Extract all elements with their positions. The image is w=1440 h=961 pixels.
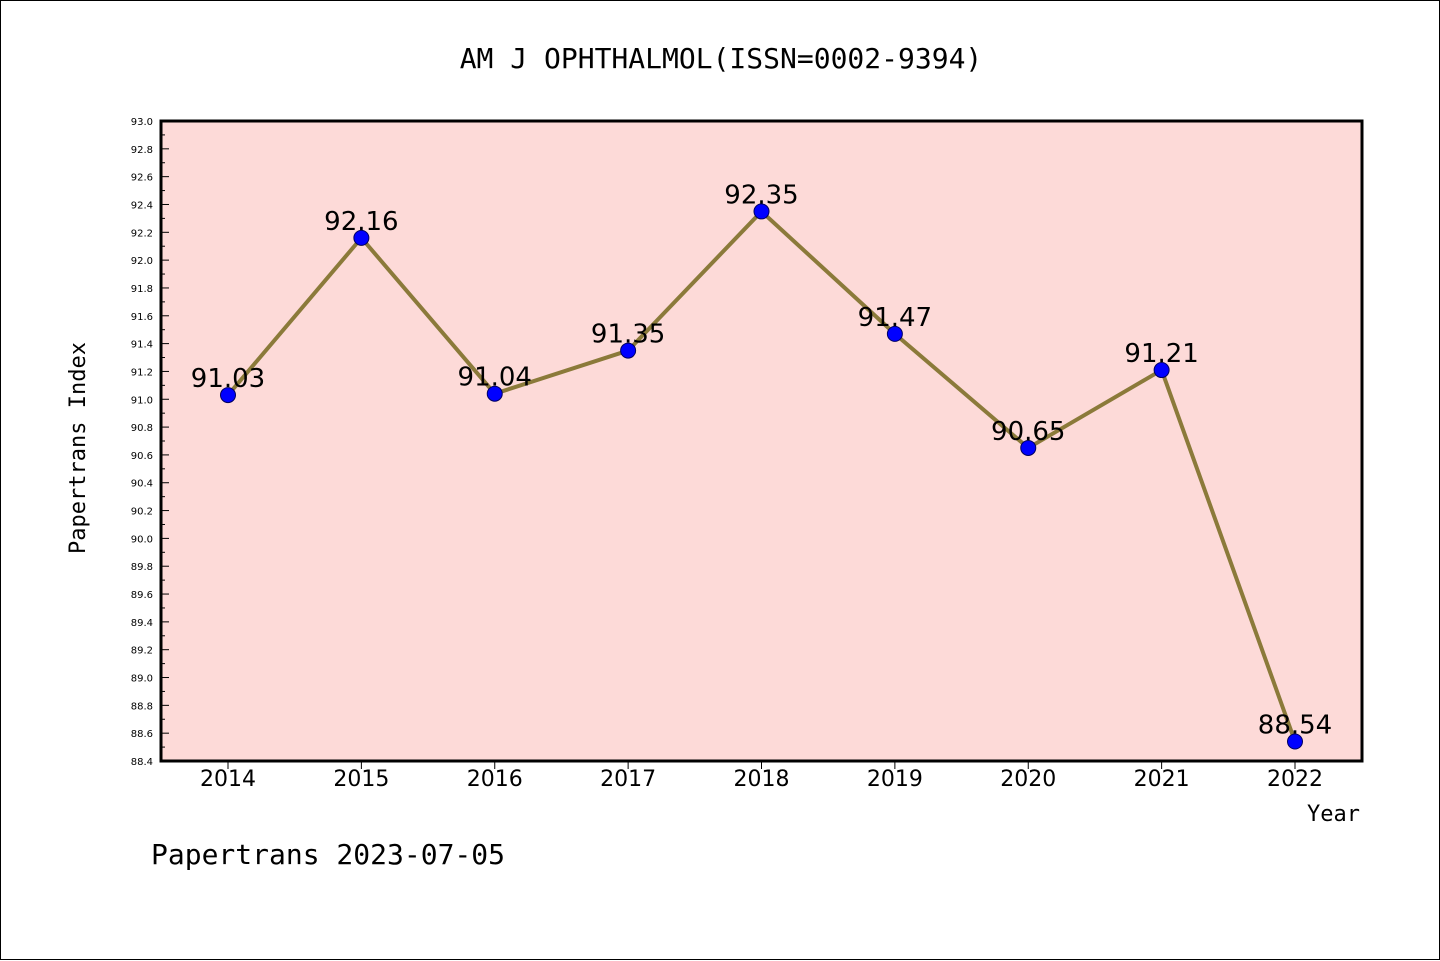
data-point-2014 xyxy=(220,387,236,404)
y-tick-label: 92.0 xyxy=(131,256,153,267)
data-label-2022: 88.54 xyxy=(1258,711,1332,741)
y-tick-label: 92.2 xyxy=(131,228,153,239)
y-tick-label: 92.4 xyxy=(131,200,153,211)
x-axis-title: Year xyxy=(1307,802,1360,827)
y-tick-label: 89.8 xyxy=(131,562,153,573)
x-tick-label: 2015 xyxy=(333,767,389,792)
y-tick-label: 89.6 xyxy=(131,590,153,601)
y-tick-label: 88.6 xyxy=(131,729,153,740)
x-tick-label: 2020 xyxy=(1000,767,1056,792)
y-tick-label: 91.6 xyxy=(131,312,153,323)
y-tick-label: 90.6 xyxy=(131,451,153,462)
data-point-2020 xyxy=(1020,439,1037,456)
data-label-2018: 92.35 xyxy=(724,180,798,210)
y-axis: 88.4 88.6 88.8 89.0 89.2 89.4 89.6 89.8 90.0 90.2… xyxy=(131,117,169,768)
x-tick-label: 2018 xyxy=(734,767,790,792)
x-tick-label: 2017 xyxy=(600,767,656,792)
y-tick-label: 88.8 xyxy=(131,701,153,712)
x-axis: 2014 2015 2016 2017 2018 2019 2020 2021 2022 xyxy=(200,761,1323,792)
data-point-2015 xyxy=(353,229,370,246)
y-tick-label: 90.8 xyxy=(131,423,153,434)
y-axis-title: Papertrans Index xyxy=(66,342,91,554)
data-point-2019 xyxy=(886,325,903,342)
y-tick-label: 90.4 xyxy=(131,479,153,490)
data-point-2016 xyxy=(486,385,503,402)
data-point-2017 xyxy=(620,342,637,359)
y-tick-label: 90.0 xyxy=(131,534,153,545)
y-tick-label: 89.4 xyxy=(131,618,153,629)
y-tick-label: 92.8 xyxy=(131,145,153,156)
data-label-2015: 92.16 xyxy=(324,207,398,237)
y-tick-label: 88.4 xyxy=(131,757,153,768)
series-papertrans-index xyxy=(220,203,1303,750)
data-label-2017: 91.35 xyxy=(591,320,665,350)
y-tick-label: 92.6 xyxy=(131,173,153,184)
data-point-2022 xyxy=(1287,733,1303,750)
y-tick-label: 91.8 xyxy=(131,284,153,295)
data-point-2021 xyxy=(1153,362,1170,379)
y-tick-label: 91.2 xyxy=(131,367,153,378)
x-tick-label: 2022 xyxy=(1267,767,1323,792)
y-tick-label: 91.4 xyxy=(131,340,153,351)
y-tick-label: 89.0 xyxy=(131,674,153,685)
plot-area xyxy=(159,119,1364,763)
y-tick-label: 89.2 xyxy=(131,646,153,657)
x-tick-label: 2014 xyxy=(200,767,256,792)
data-label-2021: 91.21 xyxy=(1124,339,1198,369)
data-label-2020: 90.65 xyxy=(991,417,1065,447)
footer-date-label: Papertrans 2023-07-05 xyxy=(151,838,505,871)
y-tick-label: 91.0 xyxy=(131,395,153,406)
x-tick-label: 2016 xyxy=(467,767,523,792)
x-tick-label: 2019 xyxy=(867,767,923,792)
x-tick-label: 2021 xyxy=(1134,767,1190,792)
data-labels: 91.03 92.16 91.04 91.35 92.35 91.47 90.65 91.21… xyxy=(191,180,1332,740)
data-label-2016: 91.04 xyxy=(458,363,532,393)
data-label-2014: 91.03 xyxy=(191,364,265,394)
data-point-2018 xyxy=(753,203,770,220)
y-tick-label: 90.2 xyxy=(131,507,153,518)
data-label-2019: 91.47 xyxy=(858,303,932,333)
chart-title: AM J OPHTHALMOL(ISSN=0002-9394) xyxy=(460,42,983,75)
y-tick-label: 93.0 xyxy=(131,117,153,128)
